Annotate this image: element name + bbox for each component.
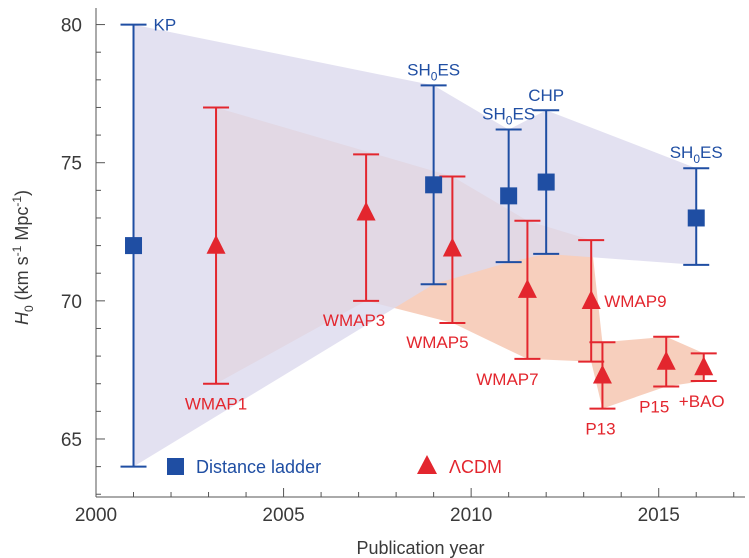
lcdm-marker: [442, 237, 462, 257]
lcdm-marker: [694, 356, 714, 376]
uncertainty-bands: [133, 24, 704, 467]
x-tick-label: 2010: [450, 505, 492, 526]
legend-distance-ladder: Distance ladder: [196, 457, 321, 477]
lcdm-marker: [356, 201, 376, 221]
x-axis-label: Publication year: [356, 538, 484, 558]
distance-ladder-label: KP: [154, 16, 177, 35]
lcdm-label: WMAP3: [323, 311, 385, 330]
distance-ladder-marker: [687, 209, 705, 227]
distance-ladder-marker: [425, 176, 443, 194]
legend-triangle-icon: [417, 455, 437, 474]
legend: Distance ladder ΛCDM: [167, 455, 502, 477]
lcdm-label: P13: [585, 420, 615, 439]
x-tick-label: 2000: [75, 505, 117, 526]
y-tick-label: 80: [61, 16, 82, 37]
lcdm-marker: [656, 350, 676, 370]
distance-ladder-band: [133, 24, 697, 467]
y-tick-label: 65: [61, 430, 82, 451]
legend-square-icon: [167, 458, 184, 475]
distance-ladder-marker: [500, 187, 518, 205]
y-tick-label: 70: [61, 292, 82, 313]
lcdm-label: P15: [639, 397, 669, 416]
distance-ladder-label: SH0ES: [407, 60, 460, 83]
lcdm-marker: [206, 234, 226, 254]
dataset-labels: KPSH0ESSH0ESCHPSH0ESWMAP1WMAP3WMAP5WMAP7…: [154, 16, 725, 439]
y-axis-label: H0 (km s-1 Mpc-1): [10, 190, 36, 325]
data-markers: [125, 173, 714, 384]
lcdm-marker: [517, 278, 537, 298]
distance-ladder-label: SH0ES: [670, 143, 723, 166]
axes: 2000 2005 2010 2015 65 70 75 80: [61, 8, 745, 526]
lcdm-label: WMAP9: [604, 292, 666, 311]
distance-ladder-label: SH0ES: [482, 105, 535, 128]
lcdm-marker: [592, 364, 612, 384]
distance-ladder-marker: [125, 237, 143, 255]
x-tick-label: 2015: [638, 505, 680, 526]
legend-lcdm: ΛCDM: [449, 457, 502, 477]
lcdm-label: WMAP7: [476, 370, 538, 389]
lcdm-label: WMAP1: [185, 395, 247, 414]
y-tick-label: 75: [61, 154, 82, 175]
lcdm-marker: [581, 290, 601, 309]
lcdm-label: +BAO: [679, 392, 725, 411]
lcdm-label: WMAP5: [406, 333, 468, 352]
distance-ladder-label: CHP: [528, 86, 564, 105]
x-tick-label: 2005: [262, 505, 304, 526]
distance-ladder-marker: [537, 173, 555, 191]
